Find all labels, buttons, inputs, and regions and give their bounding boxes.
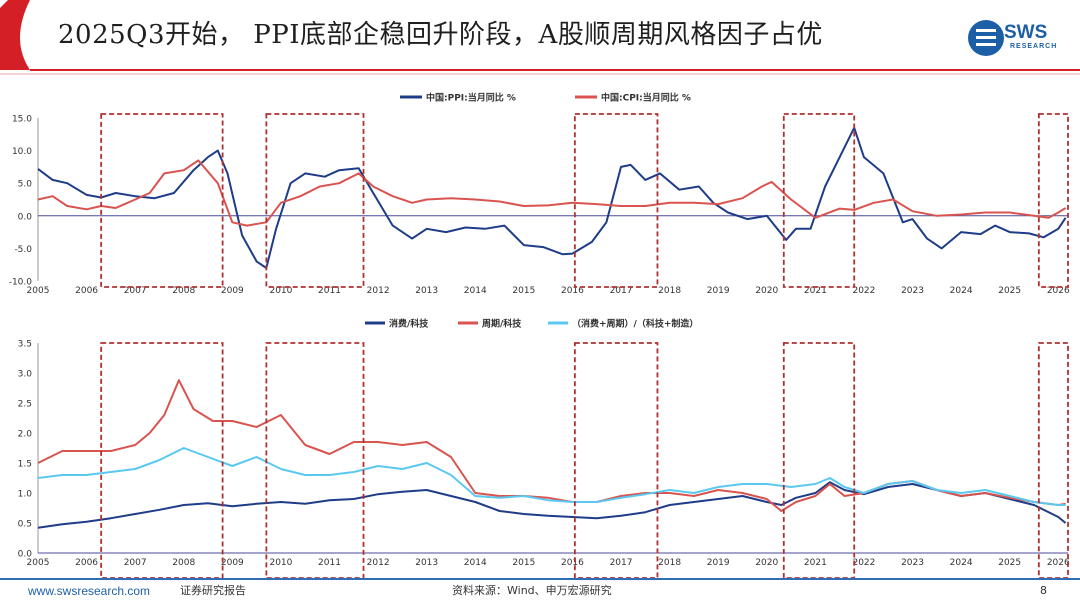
- x-tick-label: 2017: [610, 286, 633, 296]
- y-tick-label: 15.0: [12, 115, 32, 125]
- x-tick-label: 2021: [804, 286, 827, 296]
- x-tick-label: 2013: [415, 558, 438, 568]
- x-tick-label: 2015: [512, 558, 535, 568]
- highlight-box-0: [100, 342, 224, 578]
- x-tick-label: 2024: [950, 558, 973, 568]
- highlight-box-2: [573, 342, 659, 578]
- x-tick-label: 2006: [75, 286, 98, 296]
- header-decoration: [0, 0, 1080, 75]
- x-tick-label: 2005: [27, 286, 50, 296]
- x-tick-label: 2021: [804, 558, 827, 568]
- series-line-1-2: [37, 447, 1066, 506]
- x-tick-label: 2020: [755, 286, 778, 296]
- y-tick-label: 10.0: [12, 147, 32, 157]
- x-tick-label: 2009: [221, 286, 244, 296]
- x-tick-label: 2016: [561, 558, 584, 568]
- series-line-1-1: [37, 379, 1066, 512]
- x-tick-label: 2005: [27, 558, 50, 568]
- series-line-0-1: [37, 159, 1067, 227]
- x-tick-label: 2018: [658, 558, 681, 568]
- highlight-box-0: [100, 113, 224, 288]
- y-tick-label: 0.5: [18, 520, 32, 530]
- x-tick-label: 2011: [318, 286, 341, 296]
- highlight-box-1: [265, 342, 365, 578]
- x-tick-label: 2025: [998, 286, 1021, 296]
- x-tick-label: 2026: [1047, 286, 1070, 296]
- y-tick-label: 3.5: [18, 340, 32, 350]
- x-tick-label: 2006: [75, 558, 98, 568]
- highlight-box-4: [1037, 113, 1069, 288]
- legend-label: 周期/科技: [482, 318, 522, 330]
- x-tick-label: 2023: [901, 558, 924, 568]
- logo-subtitle: RESEARCH: [1010, 43, 1058, 50]
- x-tick-label: 2019: [707, 558, 730, 568]
- footer-website-link[interactable]: www.swsresearch.com: [28, 584, 151, 598]
- y-tick-label: 0.0: [18, 550, 33, 560]
- page-title: 2025Q3开始， PPI底部企稳回升阶段，A股顺周期风格因子占优: [58, 20, 823, 50]
- y-tick-label: 3.0: [18, 370, 33, 380]
- legend-label: 中国:PPI:当月同比 %: [426, 92, 516, 104]
- highlight-box-2: [573, 113, 659, 288]
- y-tick-label: 1.0: [18, 490, 33, 500]
- y-tick-label: 2.5: [18, 400, 32, 410]
- legend-label: 中国:CPI:当月同比 %: [601, 92, 691, 104]
- highlight-box-3: [782, 113, 856, 288]
- x-tick-label: 2011: [318, 558, 341, 568]
- x-tick-label: 2010: [269, 286, 292, 296]
- y-tick-label: -10.0: [9, 278, 33, 288]
- x-tick-label: 2022: [852, 558, 875, 568]
- x-tick-label: 2018: [658, 286, 681, 296]
- x-tick-label: 2023: [901, 286, 924, 296]
- page-number: 8: [1040, 584, 1047, 597]
- highlight-box-1: [265, 113, 365, 288]
- legend-label: （消费+周期）/（科技+制造）: [572, 318, 698, 330]
- x-tick-label: 2014: [464, 286, 487, 296]
- x-tick-label: 2012: [367, 558, 390, 568]
- x-tick-label: 2014: [464, 558, 487, 568]
- y-tick-label: 5.0: [18, 180, 33, 190]
- x-tick-label: 2024: [950, 286, 973, 296]
- legend-label: 消费/科技: [389, 318, 429, 330]
- x-tick-label: 2025: [998, 558, 1021, 568]
- logo-text: SWS: [1004, 22, 1048, 43]
- highlight-box-4: [1037, 342, 1069, 578]
- footer-doc-type: 证券研究报告: [180, 584, 246, 597]
- x-tick-label: 2017: [610, 558, 633, 568]
- y-tick-label: -5.0: [14, 245, 32, 255]
- x-tick-label: 2009: [221, 558, 244, 568]
- x-tick-label: 2015: [512, 286, 535, 296]
- x-tick-label: 2026: [1047, 558, 1070, 568]
- x-tick-label: 2016: [561, 286, 584, 296]
- y-tick-label: 1.5: [18, 460, 32, 470]
- y-tick-label: 0.0: [18, 212, 33, 222]
- x-tick-label: 2019: [707, 286, 730, 296]
- footer-divider: [0, 578, 1080, 580]
- x-tick-label: 2008: [172, 286, 195, 296]
- x-tick-label: 2020: [755, 558, 778, 568]
- x-tick-label: 2008: [172, 558, 195, 568]
- x-tick-label: 2013: [415, 286, 438, 296]
- sws-logo-icon: [968, 20, 1004, 56]
- x-tick-label: 2012: [367, 286, 390, 296]
- series-line-1-0: [37, 481, 1067, 529]
- footer-source: 资料来源：Wind、申万宏源研究: [452, 584, 612, 597]
- x-tick-label: 2010: [269, 558, 292, 568]
- y-tick-label: 2.0: [18, 430, 33, 440]
- x-tick-label: 2022: [852, 286, 875, 296]
- x-tick-label: 2007: [124, 558, 147, 568]
- x-tick-label: 2007: [124, 286, 147, 296]
- highlight-box-3: [782, 342, 856, 578]
- series-line-0-0: [37, 126, 1067, 269]
